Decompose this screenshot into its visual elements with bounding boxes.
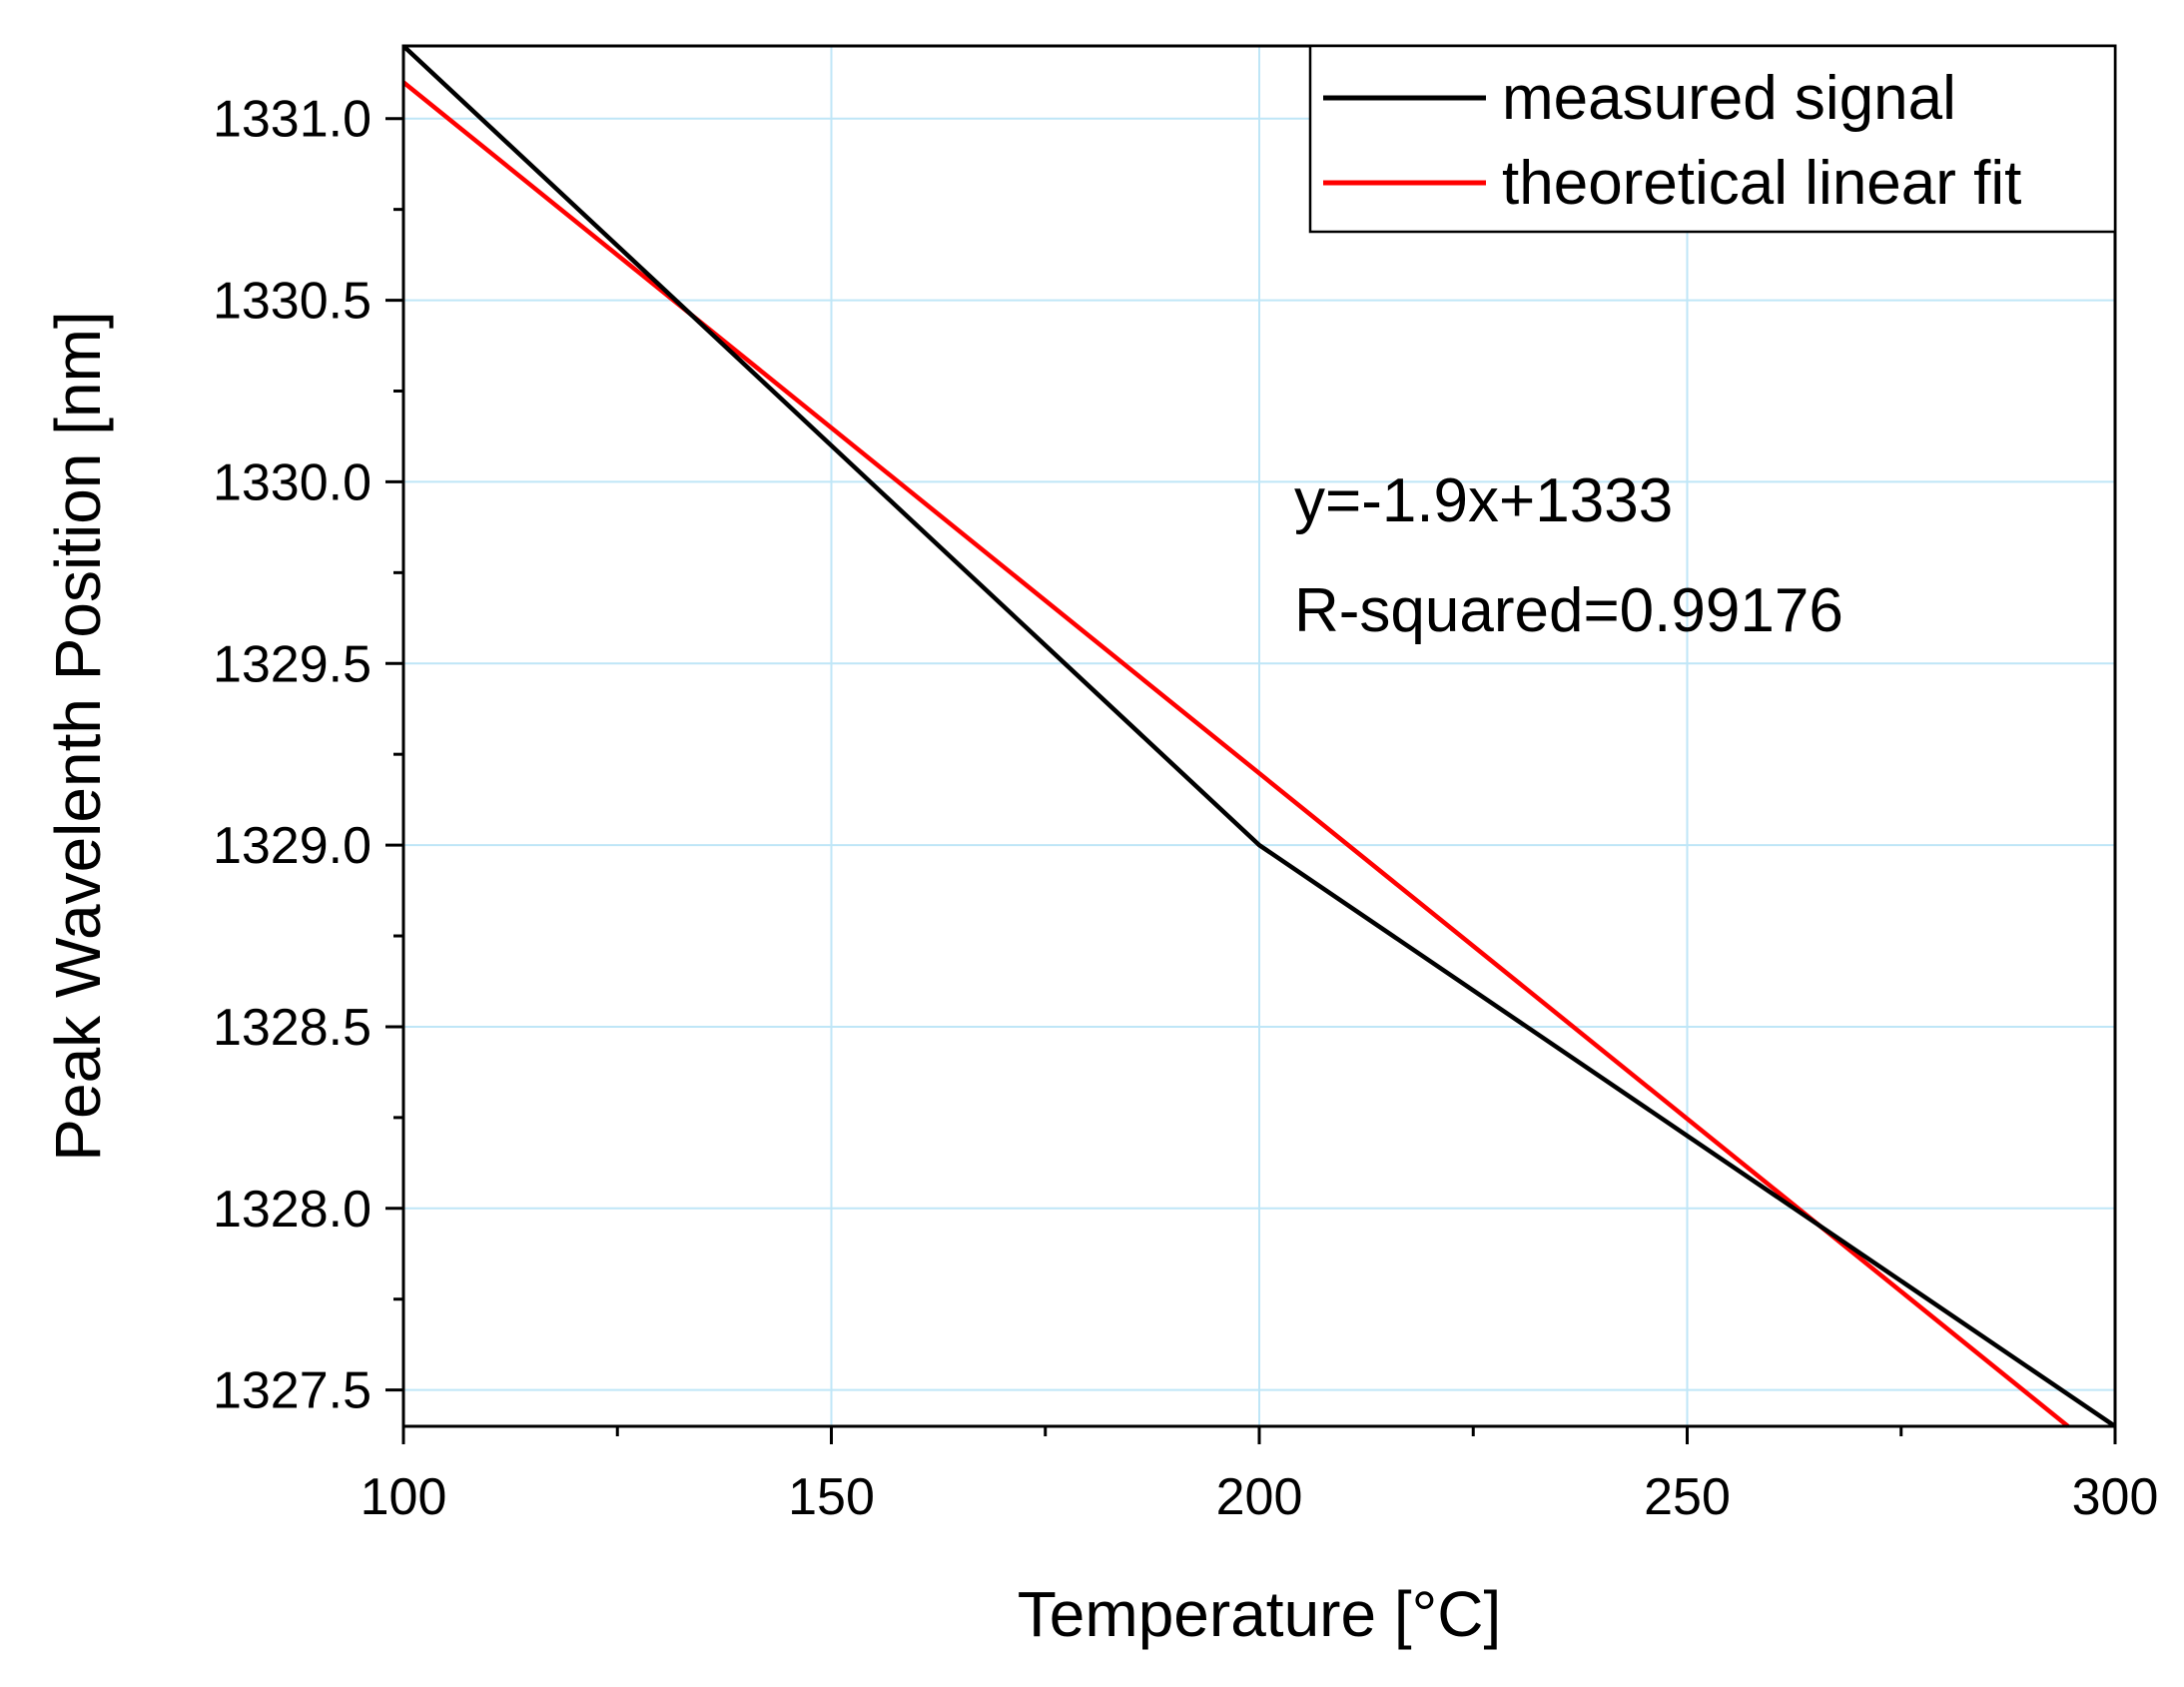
series-line-measured-signal xyxy=(401,44,2117,1428)
y-tick-label: 1328.5 xyxy=(213,999,371,1057)
y-tick-label: 1328.0 xyxy=(213,1181,371,1239)
x-tick-label: 250 xyxy=(1644,1468,1731,1526)
x-tick-label: 100 xyxy=(361,1468,447,1526)
y-tick-label: 1330.5 xyxy=(213,273,371,331)
y-tick-label: 1327.5 xyxy=(213,1362,371,1420)
x-axis-title: Temperature [°C] xyxy=(1018,1578,1501,1650)
x-tick-label: 300 xyxy=(2072,1468,2159,1526)
y-axis-title: Peak Wavelenth Position [nm] xyxy=(42,311,114,1161)
legend: measured signal theoretical linear fit xyxy=(1308,44,2117,234)
axis-ticks: 100 150 200 250 300 1327.5 1328.0 1328.5 1329.0 1… xyxy=(213,91,2158,1526)
y-tick-label: 1331.0 xyxy=(213,91,371,149)
series-group xyxy=(401,44,2117,1428)
x-tick-label: 200 xyxy=(1216,1468,1303,1526)
annotation-equation: y=-1.9x+1333 xyxy=(1294,466,1673,535)
legend-label-theoretical-linear-fit: theoretical linear fit xyxy=(1502,149,2021,218)
y-tick-label: 1329.5 xyxy=(213,635,371,693)
grid-lines xyxy=(403,46,2115,1426)
y-tick-label: 1330.0 xyxy=(213,453,371,511)
legend-label-measured-signal: measured signal xyxy=(1502,64,1956,133)
annotation-r-squared: R-squared=0.99176 xyxy=(1294,576,1843,645)
legend-box xyxy=(1308,44,2117,234)
y-tick-label: 1329.0 xyxy=(213,817,371,875)
x-tick-label: 150 xyxy=(788,1468,875,1526)
